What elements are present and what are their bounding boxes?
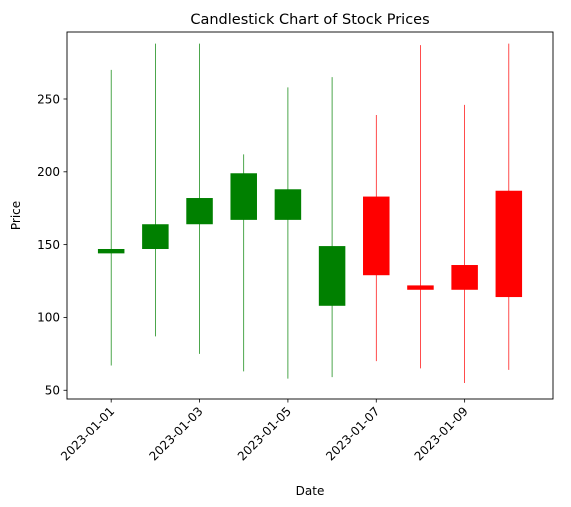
- x-tick-label: 2023-01-09: [412, 404, 471, 463]
- x-axis-ticks: 2023-01-01 2023-01-03 2023-01-05 2023-01-07…: [58, 399, 471, 463]
- candles-group: [97, 43, 523, 383]
- candle-body: [407, 285, 434, 290]
- candle-body: [274, 189, 302, 220]
- x-tick-label: 2023-01-07: [323, 404, 382, 463]
- candle-8: [407, 45, 434, 369]
- candle-body: [318, 246, 346, 306]
- candle-body: [230, 173, 257, 220]
- y-axis-ticks: 50 100 150 200 250: [37, 92, 67, 398]
- candle-body: [186, 198, 213, 225]
- y-tick-label: 100: [37, 311, 60, 325]
- x-tick-label: 2023-01-05: [235, 404, 294, 463]
- candle-body: [363, 196, 390, 276]
- candle-body: [495, 190, 523, 298]
- candle-7: [363, 115, 390, 362]
- y-axis-label: Price: [9, 201, 23, 230]
- y-tick-label: 50: [45, 384, 60, 398]
- x-tick-label: 2023-01-01: [58, 404, 117, 463]
- x-axis-label: Date: [296, 484, 325, 498]
- candle-3: [186, 43, 213, 354]
- candle-6: [318, 77, 346, 378]
- candle-4: [230, 154, 257, 372]
- candle-body: [97, 248, 125, 254]
- candle-1: [97, 69, 125, 366]
- candle-2: [142, 43, 169, 337]
- candle-5: [274, 87, 302, 379]
- x-tick-label: 2023-01-03: [146, 404, 205, 463]
- candle-body: [451, 265, 478, 290]
- candle-9: [451, 104, 478, 383]
- candle-10: [495, 43, 523, 370]
- y-tick-label: 250: [37, 92, 60, 106]
- y-tick-label: 150: [37, 238, 60, 252]
- plot-frame: [66, 31, 554, 400]
- y-tick-label: 200: [37, 165, 60, 179]
- candle-body: [142, 224, 169, 249]
- chart-title: Candlestick Chart of Stock Prices: [190, 12, 429, 28]
